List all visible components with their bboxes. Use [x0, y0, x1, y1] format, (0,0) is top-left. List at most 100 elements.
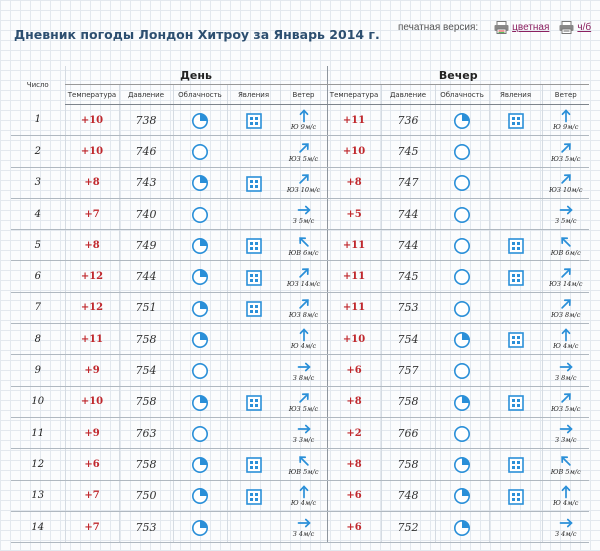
- circle-icon: [191, 142, 209, 161]
- wind-arrow-icon: [297, 328, 311, 342]
- pressure-value: 750: [118, 480, 173, 512]
- temperature-value: +11: [326, 104, 382, 137]
- phenomena-cell: [226, 323, 280, 356]
- cloudiness-cell: [172, 448, 227, 481]
- quarter-circle-icon: [453, 110, 471, 129]
- wind-arrow-icon: [559, 422, 573, 436]
- day-number: 4: [11, 198, 65, 231]
- wind-cell: З 3м/с: [541, 417, 590, 450]
- wind-cell: ЮЗ 5м/с: [541, 386, 590, 418]
- wind-cell: Ю 4м/с: [279, 323, 328, 356]
- pressure-value: 758: [380, 386, 436, 418]
- temperature-value: +6: [326, 480, 382, 512]
- phenomena-cell: [226, 135, 280, 168]
- table-row: 1 +10 738 Ю 9м/с +11 736 Ю 9м/с: [11, 104, 590, 137]
- wind-cell: ЮЗ 14м/с: [541, 260, 590, 293]
- cloudiness-cell: [172, 229, 227, 262]
- phenomena-cell: [226, 480, 280, 512]
- cloudiness-cell: [434, 198, 490, 231]
- wind-label: З 5м/с: [292, 217, 315, 226]
- phenomena-cell: [226, 198, 280, 231]
- phenomena-cell: [488, 260, 543, 293]
- quarter-circle-icon: [453, 329, 471, 348]
- circle-icon: [453, 423, 471, 442]
- wind-label: З 8м/с: [555, 373, 577, 382]
- cloudiness-cell: [172, 167, 227, 199]
- phenomena-cell: [226, 448, 280, 481]
- circle-icon: [453, 204, 471, 223]
- column-header-cloudiness: Облачность: [434, 84, 490, 105]
- phenomena-cell: [488, 386, 543, 418]
- temperature-value: +12: [64, 260, 119, 293]
- wind-cell: З 3м/с: [279, 417, 328, 450]
- pressure-value: 738: [118, 104, 173, 137]
- weather-diary-table: Число День Вечер Температура Давление Об…: [11, 66, 590, 544]
- wind-label: Ю 4м/с: [290, 342, 317, 351]
- wind-label: ЮЗ 5м/с: [288, 154, 319, 163]
- column-header-day-number: Число: [26, 81, 49, 90]
- pressure-value: 748: [380, 480, 436, 512]
- circle-icon: [191, 204, 209, 223]
- cloudiness-cell: [434, 323, 490, 356]
- table-body: 1 +10 738 Ю 9м/с +11 736 Ю 9м/с 2 +10 746 ЮЗ 5м/с +…: [11, 104, 590, 544]
- phenomena-cell: [226, 104, 280, 137]
- dotted-square-icon: [245, 111, 262, 130]
- quarter-circle-icon: [191, 298, 209, 317]
- printer-bw-icon[interactable]: [559, 20, 574, 34]
- print-color-link[interactable]: цветная: [512, 21, 550, 33]
- wind-arrow-icon: [297, 391, 311, 405]
- phenomena-cell: [488, 292, 543, 325]
- cloudiness-cell: [434, 354, 490, 387]
- cloudiness-cell: [172, 292, 227, 325]
- dotted-square-icon: [507, 267, 524, 286]
- quarter-circle-icon: [453, 486, 471, 505]
- phenomena-cell: [488, 104, 543, 137]
- pressure-value: 743: [118, 167, 173, 199]
- day-number: 13: [11, 480, 65, 512]
- day-number: 10: [11, 386, 65, 418]
- phenomena-cell: [488, 417, 543, 450]
- temperature-value: +10: [64, 104, 119, 137]
- table-row: 13 +7 750 Ю 4м/с +6 748 Ю 4м/с: [11, 480, 590, 512]
- quarter-circle-icon: [191, 110, 209, 129]
- day-number: 1: [11, 104, 65, 137]
- temperature-value: +9: [64, 354, 119, 387]
- wind-cell: Ю 9м/с: [541, 104, 590, 137]
- day-number: 12: [11, 448, 65, 481]
- wind-cell: ЮВ 5м/с: [541, 448, 590, 481]
- temperature-value: +7: [64, 198, 119, 231]
- circle-icon: [191, 361, 209, 380]
- cloudiness-cell: [434, 386, 490, 418]
- temperature-value: +10: [326, 323, 382, 356]
- wind-cell: ЮЗ 10м/с: [541, 167, 590, 199]
- phenomena-cell: [488, 480, 543, 512]
- cloudiness-cell: [434, 480, 490, 512]
- wind-arrow-icon: [559, 109, 573, 123]
- cloudiness-cell: [434, 135, 490, 168]
- pressure-value: 763: [118, 417, 173, 450]
- column-header-cloudiness: Облачность: [172, 84, 227, 105]
- wind-cell: З 5м/с: [279, 198, 328, 231]
- cloudiness-cell: [434, 511, 490, 544]
- wind-label: З 3м/с: [292, 436, 315, 445]
- wind-label: Ю 4м/с: [290, 498, 317, 507]
- phenomena-cell: [226, 354, 280, 387]
- phenomena-cell: [226, 167, 280, 199]
- wind-arrow-icon: [297, 235, 311, 249]
- printer-color-icon[interactable]: [494, 20, 509, 34]
- wind-label: З 5м/с: [555, 217, 577, 226]
- print-bw-link[interactable]: ч/б: [577, 21, 592, 33]
- wind-arrow-icon: [297, 172, 311, 186]
- cloudiness-cell: [172, 480, 227, 512]
- temperature-value: +7: [64, 480, 119, 512]
- pressure-value: 740: [118, 198, 173, 231]
- wind-arrow-icon: [559, 391, 573, 405]
- wind-label: Ю 9м/с: [290, 123, 317, 132]
- cloudiness-cell: [172, 386, 227, 418]
- wind-label: Ю 9м/с: [553, 123, 579, 132]
- pressure-value: 758: [118, 323, 173, 356]
- wind-cell: Ю 4м/с: [279, 480, 328, 512]
- wind-label: З 8м/с: [292, 373, 315, 382]
- temperature-value: +12: [64, 292, 119, 325]
- phenomena-cell: [226, 417, 280, 450]
